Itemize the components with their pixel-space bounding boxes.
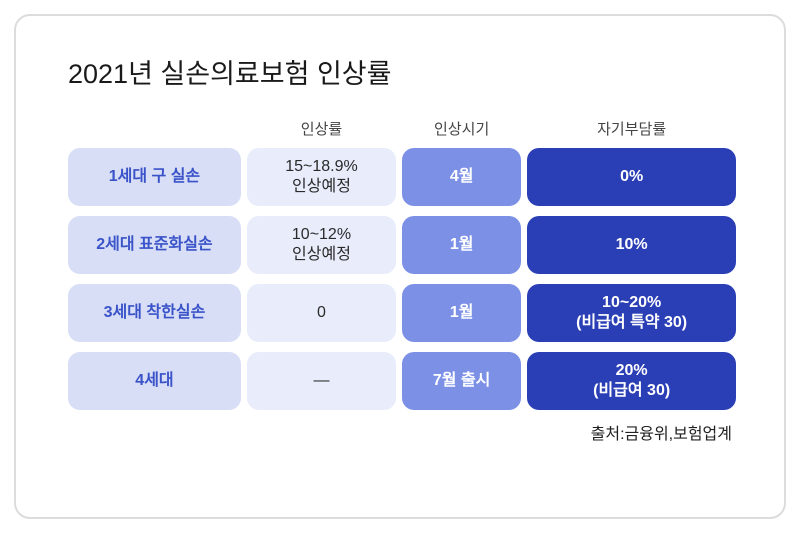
cell-self: 10~20% (비급여 특약 30): [527, 284, 736, 342]
source-text: 출처:금융위,보험업계: [68, 420, 736, 444]
cell-timing: 1월: [402, 216, 521, 274]
page-title: 2021년 실손의료보험 인상률: [68, 52, 736, 91]
cell-rate: 15~18.9% 인상예정: [247, 148, 396, 206]
cell-timing: 4월: [402, 148, 521, 206]
header-timing: 인상시기: [402, 121, 521, 140]
table-header-row: 인상률 인상시기 자기부담률: [68, 121, 736, 140]
table-row: 1세대 구 실손 15~18.9% 인상예정 4월 0%: [68, 148, 736, 206]
cell-timing: 7월 출시: [402, 352, 521, 410]
cell-rate: 10~12% 인상예정: [247, 216, 396, 274]
cell-rate: 0: [247, 284, 396, 342]
cell-self: 10%: [527, 216, 736, 274]
table-row: 4세대 — 7월 출시 20% (비급여 30): [68, 352, 736, 410]
cell-self: 0%: [527, 148, 736, 206]
cell-category: 2세대 표준화실손: [68, 216, 241, 274]
insurance-table: 인상률 인상시기 자기부담률 1세대 구 실손 15~18.9% 인상예정 4월…: [68, 121, 736, 410]
header-rate: 인상률: [247, 121, 396, 140]
table-row: 3세대 착한실손 0 1월 10~20% (비급여 특약 30): [68, 284, 736, 342]
cell-category: 4세대: [68, 352, 241, 410]
cell-timing: 1월: [402, 284, 521, 342]
cell-category: 1세대 구 실손: [68, 148, 241, 206]
content-frame: 2021년 실손의료보험 인상률 인상률 인상시기 자기부담률 1세대 구 실손…: [14, 14, 786, 519]
table-row: 2세대 표준화실손 10~12% 인상예정 1월 10%: [68, 216, 736, 274]
cell-category: 3세대 착한실손: [68, 284, 241, 342]
header-empty: [68, 121, 241, 140]
cell-self: 20% (비급여 30): [527, 352, 736, 410]
cell-rate: —: [247, 352, 396, 410]
header-self: 자기부담률: [527, 121, 736, 140]
